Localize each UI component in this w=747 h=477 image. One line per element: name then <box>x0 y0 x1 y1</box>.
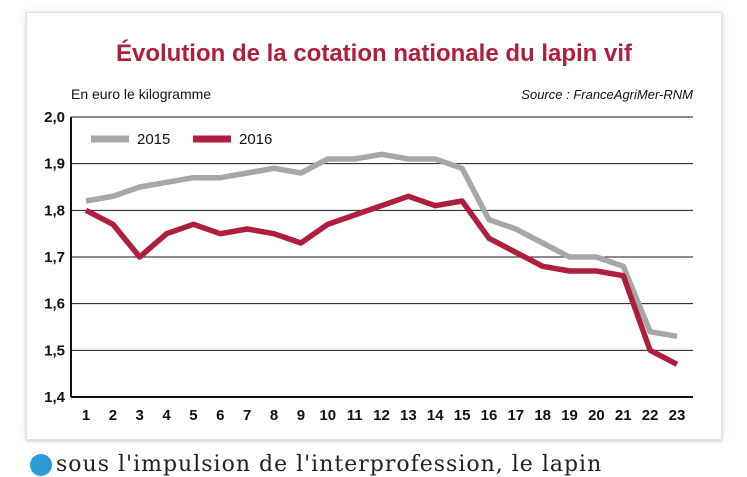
x-tick-label: 17 <box>507 407 524 424</box>
article-text-line: sous l'impulsion de l'interprofession, l… <box>30 452 602 477</box>
axes: 2,01,91,81,71,61,51,41 2 3 4 5 6 7 8 9 10 11 12 13 14… <box>44 109 685 424</box>
x-tick-label: 14 <box>427 407 444 424</box>
x-tick-label: 2 <box>109 407 117 424</box>
y-tick-label: 1,6 <box>44 296 65 313</box>
x-tick-label: 7 <box>243 407 251 424</box>
x-tick-label: 4 <box>162 407 171 424</box>
source-label: Source : FranceAgriMer-RNM <box>521 87 693 102</box>
y-tick-label: 1,7 <box>44 249 65 266</box>
legend: 2015 2016 <box>91 131 272 148</box>
series-lines <box>84 151 679 367</box>
gridlines <box>71 116 693 398</box>
y-tick-label: 1,4 <box>44 389 66 406</box>
x-tick-label: 22 <box>642 407 659 424</box>
x-tick-label: 3 <box>136 407 144 424</box>
x-tick-label: 23 <box>669 407 686 424</box>
y-tick-label: 1,5 <box>44 342 65 359</box>
legend-label-2015: 2015 <box>137 131 170 148</box>
x-tick-label: 12 <box>373 407 390 424</box>
chart-card: Évolution de la cotation nationale du la… <box>26 12 722 440</box>
article-text: sous l'impulsion de l'interprofession, l… <box>56 452 603 477</box>
x-tick-label: 19 <box>561 407 578 424</box>
x-tick-label: 21 <box>615 407 632 424</box>
x-tick-label: 11 <box>347 407 363 424</box>
y-tick-label: 2,0 <box>44 109 65 126</box>
x-tick-label: 10 <box>319 407 336 424</box>
x-tick-label: 16 <box>481 407 498 424</box>
x-tick-label: 13 <box>400 407 417 424</box>
legend-label-2016: 2016 <box>239 131 272 148</box>
x-tick-label: 1 <box>82 407 90 424</box>
x-tick-label: 9 <box>297 407 305 424</box>
x-tick-label: 5 <box>189 407 197 424</box>
unit-label: En euro le kilogramme <box>71 86 211 102</box>
x-tick-label: 8 <box>270 407 278 424</box>
chart: Évolution de la cotation nationale du la… <box>44 39 693 424</box>
x-tick-label: 20 <box>588 407 605 424</box>
y-tick-label: 1,9 <box>44 156 65 173</box>
y-tick-label: 1,8 <box>44 202 65 219</box>
chart-title: Évolution de la cotation nationale du la… <box>116 39 633 67</box>
x-tick-label: 15 <box>454 407 471 424</box>
bullet-icon <box>30 454 52 476</box>
x-tick-label: 6 <box>216 407 224 424</box>
series-line-2016 <box>84 193 679 367</box>
x-tick-label: 18 <box>534 407 551 424</box>
series-line-2015 <box>85 151 678 340</box>
